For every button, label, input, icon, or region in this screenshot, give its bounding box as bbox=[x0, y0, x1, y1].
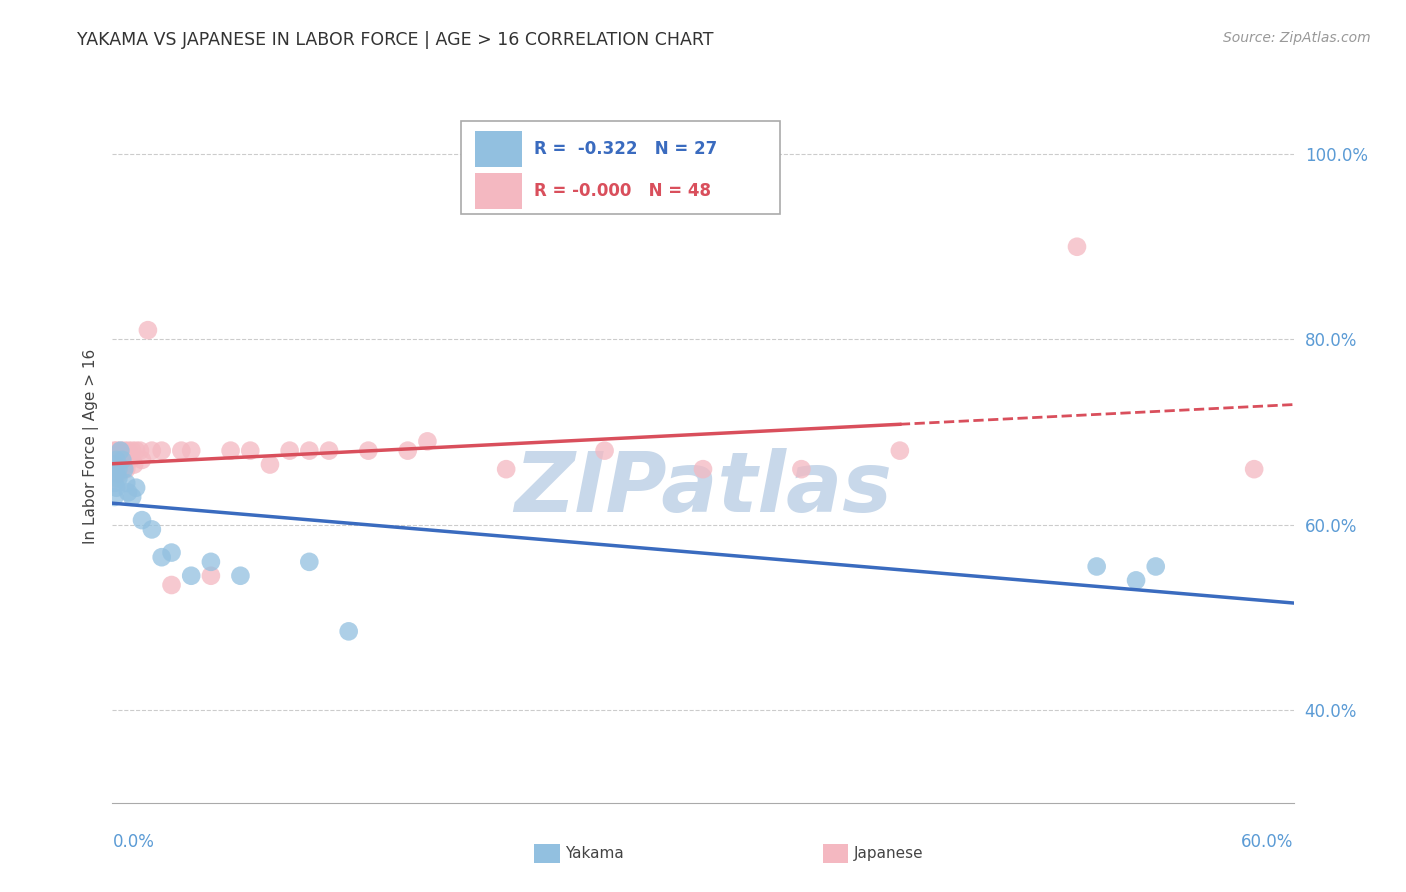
Point bbox=[239, 443, 262, 458]
Point bbox=[103, 471, 125, 485]
Point bbox=[416, 434, 439, 449]
Point bbox=[160, 545, 183, 559]
Point bbox=[111, 462, 134, 476]
Text: Japanese: Japanese bbox=[853, 847, 924, 861]
Text: Yakama: Yakama bbox=[565, 847, 624, 861]
Point bbox=[229, 568, 252, 582]
Point bbox=[160, 578, 183, 592]
FancyBboxPatch shape bbox=[461, 121, 780, 214]
Point bbox=[129, 443, 152, 458]
Point bbox=[105, 467, 128, 481]
Point bbox=[115, 448, 138, 462]
Point bbox=[298, 443, 321, 458]
Text: R =  -0.322   N = 27: R = -0.322 N = 27 bbox=[534, 140, 717, 158]
Point bbox=[110, 443, 132, 458]
Text: Source: ZipAtlas.com: Source: ZipAtlas.com bbox=[1223, 31, 1371, 45]
Point bbox=[180, 443, 202, 458]
Point bbox=[117, 443, 139, 458]
Point bbox=[111, 453, 134, 467]
Text: YAKAMA VS JAPANESE IN LABOR FORCE | AGE > 16 CORRELATION CHART: YAKAMA VS JAPANESE IN LABOR FORCE | AGE … bbox=[77, 31, 714, 49]
Text: R = -0.000   N = 48: R = -0.000 N = 48 bbox=[534, 182, 711, 200]
Point bbox=[112, 443, 135, 458]
Point bbox=[357, 443, 380, 458]
Point bbox=[103, 476, 125, 491]
Text: 0.0%: 0.0% bbox=[112, 833, 155, 851]
Point bbox=[125, 481, 148, 495]
Point bbox=[1085, 559, 1108, 574]
Point bbox=[111, 448, 134, 462]
Point bbox=[1243, 462, 1265, 476]
Point bbox=[103, 443, 125, 458]
Y-axis label: In Labor Force | Age > 16: In Labor Force | Age > 16 bbox=[83, 349, 98, 543]
Point bbox=[107, 471, 129, 485]
Text: ZIPatlas: ZIPatlas bbox=[515, 449, 891, 529]
Point bbox=[122, 458, 145, 472]
Point bbox=[200, 555, 222, 569]
Point bbox=[1144, 559, 1167, 574]
Point bbox=[790, 462, 813, 476]
Point bbox=[141, 523, 163, 537]
Point bbox=[219, 443, 242, 458]
Point bbox=[125, 443, 148, 458]
Point bbox=[692, 462, 714, 476]
Point bbox=[110, 458, 132, 472]
FancyBboxPatch shape bbox=[475, 173, 522, 209]
Point bbox=[121, 443, 143, 458]
Bar bbox=[823, 844, 848, 863]
Point bbox=[115, 462, 138, 476]
Point bbox=[105, 453, 128, 467]
Point bbox=[136, 323, 159, 337]
Point bbox=[105, 462, 128, 476]
Point bbox=[115, 476, 138, 491]
Point bbox=[150, 443, 173, 458]
Point bbox=[112, 458, 135, 472]
Point bbox=[103, 462, 125, 476]
Point bbox=[593, 443, 616, 458]
Point bbox=[117, 485, 139, 500]
Point bbox=[278, 443, 301, 458]
Point bbox=[396, 443, 419, 458]
Point bbox=[131, 453, 153, 467]
Point bbox=[259, 458, 281, 472]
Point bbox=[141, 443, 163, 458]
Point bbox=[112, 462, 135, 476]
Point bbox=[200, 568, 222, 582]
Point bbox=[103, 453, 125, 467]
Point bbox=[1066, 240, 1088, 254]
Point bbox=[107, 448, 129, 462]
Point bbox=[121, 490, 143, 504]
Point bbox=[105, 443, 128, 458]
Point bbox=[1125, 574, 1147, 588]
Point bbox=[107, 458, 129, 472]
Point bbox=[107, 467, 129, 481]
Point bbox=[103, 458, 125, 472]
Point bbox=[337, 624, 360, 639]
FancyBboxPatch shape bbox=[475, 131, 522, 167]
Point bbox=[318, 443, 340, 458]
Point bbox=[150, 550, 173, 565]
Point bbox=[110, 443, 132, 458]
Point bbox=[103, 490, 125, 504]
Text: 60.0%: 60.0% bbox=[1241, 833, 1294, 851]
Point bbox=[889, 443, 911, 458]
Point bbox=[131, 513, 153, 527]
Bar bbox=[534, 844, 560, 863]
Point bbox=[105, 481, 128, 495]
Point bbox=[120, 453, 142, 467]
Point bbox=[495, 462, 517, 476]
Point bbox=[180, 568, 202, 582]
Point bbox=[298, 555, 321, 569]
Point bbox=[105, 453, 128, 467]
Point bbox=[107, 462, 129, 476]
Point bbox=[170, 443, 193, 458]
